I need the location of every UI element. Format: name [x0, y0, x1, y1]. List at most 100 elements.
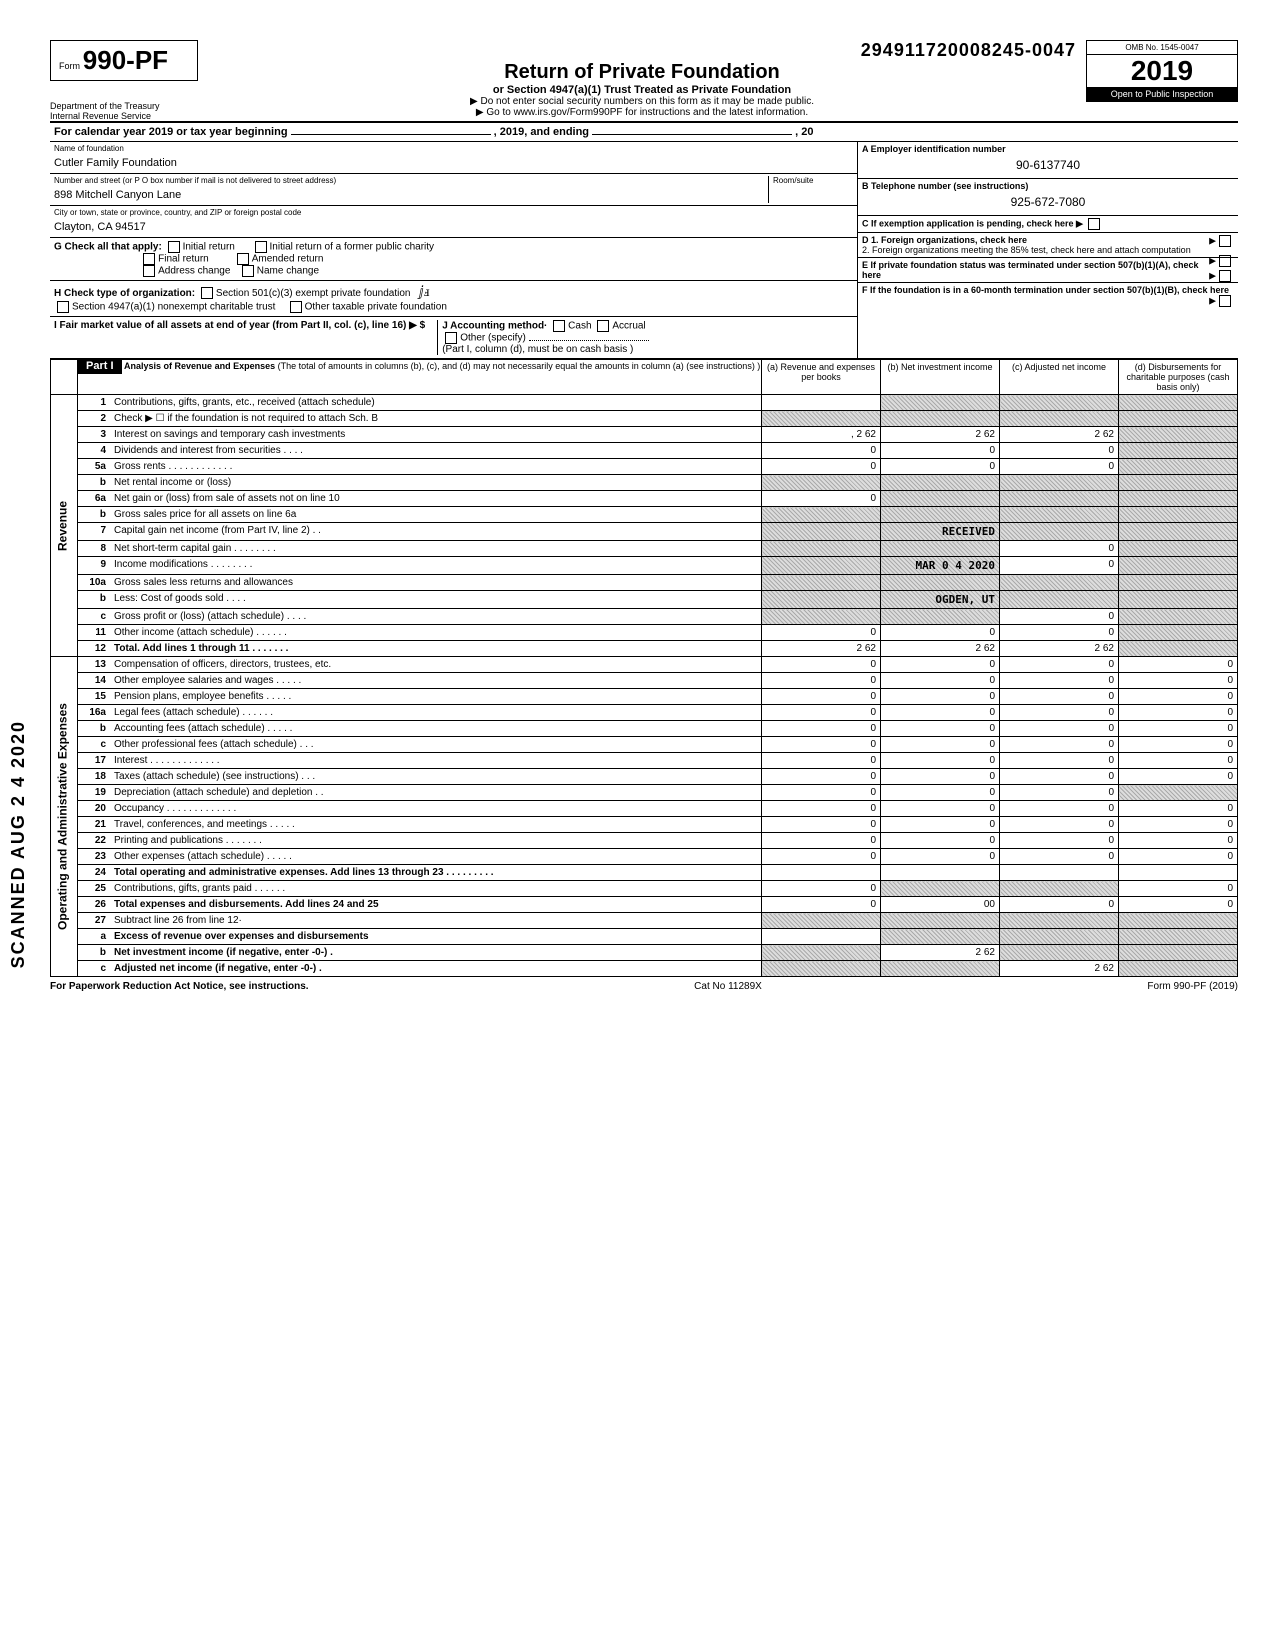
d2-label: 2. Foreign organizations meeting the 85%… — [862, 245, 1191, 255]
part1-title-note: (The total of amounts in columns (b), (c… — [278, 361, 761, 371]
line-number: 7 — [78, 523, 111, 541]
line-number: b — [78, 507, 111, 523]
h-501c3-checkbox[interactable] — [201, 287, 213, 299]
amount-cell — [1119, 625, 1238, 641]
c-checkbox[interactable] — [1088, 218, 1100, 230]
amount-cell — [1119, 557, 1238, 575]
amount-cell: 0 — [1000, 849, 1119, 865]
phone: 925-672-7080 — [862, 191, 1234, 213]
line-number: 21 — [78, 817, 111, 833]
amount-cell: 0 — [1119, 769, 1238, 785]
amount-cell: 0 — [762, 769, 881, 785]
h-opt2: Section 4947(a)(1) nonexempt charitable … — [72, 302, 275, 313]
city-label: City or town, state or province, country… — [54, 208, 853, 217]
amended-return-checkbox[interactable] — [237, 253, 249, 265]
initial-return-checkbox[interactable] — [168, 241, 180, 253]
amount-cell: 0 — [762, 833, 881, 849]
form-warn: ▶ Do not enter social security numbers o… — [208, 96, 1076, 107]
amount-cell — [1000, 475, 1119, 491]
line-number: b — [78, 945, 111, 961]
table-row: 27Subtract line 26 from line 12· — [51, 913, 1238, 929]
amount-cell: 0 — [881, 459, 1000, 475]
accrual-checkbox[interactable] — [597, 320, 609, 332]
table-row: bGross sales price for all assets on lin… — [51, 507, 1238, 523]
form-title: Return of Private Foundation — [208, 61, 1076, 84]
amount-cell — [1000, 945, 1119, 961]
amount-cell — [1119, 427, 1238, 443]
line-number: 3 — [78, 427, 111, 443]
amount-cell — [1119, 523, 1238, 541]
part1-table: Part I Analysis of Revenue and Expenses … — [50, 359, 1238, 977]
amount-cell: 0 — [762, 443, 881, 459]
amount-cell: 2 62 — [762, 641, 881, 657]
amount-cell: 0 — [881, 833, 1000, 849]
final-return-checkbox[interactable] — [143, 253, 155, 265]
amount-cell — [881, 881, 1000, 897]
amount-cell — [762, 575, 881, 591]
amount-cell — [1119, 865, 1238, 881]
d1-checkbox[interactable] — [1219, 235, 1231, 247]
initial-former-checkbox[interactable] — [255, 241, 267, 253]
table-row: bLess: Cost of goods sold . . . .OGDEN, … — [51, 591, 1238, 609]
amount-cell: 0 — [1119, 849, 1238, 865]
amount-cell: 0 — [1000, 737, 1119, 753]
amount-cell: 2 62 — [881, 945, 1000, 961]
amount-cell — [762, 865, 881, 881]
line-number: 10a — [78, 575, 111, 591]
street-address: 898 Mitchell Canyon Lane — [54, 185, 768, 203]
amount-cell: 0 — [1119, 897, 1238, 913]
calyear-mid: , 2019, and ending — [494, 126, 589, 138]
g-final: Final return — [158, 254, 209, 265]
amount-cell: 0 — [1119, 801, 1238, 817]
address-change-checkbox[interactable] — [143, 265, 155, 277]
amount-cell: 0 — [1000, 689, 1119, 705]
amount-cell: 0 — [762, 625, 881, 641]
line-description: Legal fees (attach schedule) . . . . . . — [110, 705, 762, 721]
h-other-checkbox[interactable] — [290, 301, 302, 313]
d2-checkbox[interactable] — [1219, 255, 1231, 267]
form-header: Form 990-PF Department of the Treasury I… — [50, 40, 1238, 123]
e-checkbox[interactable] — [1219, 270, 1231, 282]
g-label: G Check all that apply: — [54, 242, 162, 253]
line-number: 26 — [78, 897, 111, 913]
amount-cell: 0 — [762, 705, 881, 721]
amount-cell — [881, 961, 1000, 977]
name-change-checkbox[interactable] — [242, 265, 254, 277]
amount-cell: 0 — [881, 443, 1000, 459]
amount-cell: 0 — [762, 673, 881, 689]
amount-cell — [1119, 591, 1238, 609]
amount-cell: 0 — [762, 737, 881, 753]
form-goto: ▶ Go to www.irs.gov/Form990PF for instru… — [208, 107, 1076, 118]
amount-cell: , 2 62 — [762, 427, 881, 443]
line-number: b — [78, 591, 111, 609]
cash-checkbox[interactable] — [553, 320, 565, 332]
table-row: Operating and Administrative Expenses13C… — [51, 657, 1238, 673]
footer-left: For Paperwork Reduction Act Notice, see … — [50, 981, 309, 992]
amount-cell: 0 — [1000, 769, 1119, 785]
amount-cell: 0 — [881, 785, 1000, 801]
table-row: 21Travel, conferences, and meetings . . … — [51, 817, 1238, 833]
amount-cell: 0 — [881, 689, 1000, 705]
amount-cell — [1000, 395, 1119, 411]
j-cash: Cash — [568, 321, 591, 332]
room-label: Room/suite — [773, 176, 853, 185]
j-label: J Accounting method· — [442, 321, 547, 332]
table-row: 9Income modifications . . . . . . . .MAR… — [51, 557, 1238, 575]
part1-label: Part I — [78, 358, 122, 374]
amount-cell: 0 — [1000, 785, 1119, 801]
other-method-checkbox[interactable] — [445, 332, 457, 344]
f-checkbox[interactable] — [1219, 295, 1231, 307]
line-description: Capital gain net income (from Part IV, l… — [110, 523, 762, 541]
line-number: 25 — [78, 881, 111, 897]
line-number: 20 — [78, 801, 111, 817]
h-4947-checkbox[interactable] — [57, 301, 69, 313]
table-row: 22Printing and publications . . . . . . … — [51, 833, 1238, 849]
table-row: 6aNet gain or (loss) from sale of assets… — [51, 491, 1238, 507]
line-description: Contributions, gifts, grants, etc., rece… — [110, 395, 762, 411]
amount-cell — [1119, 541, 1238, 557]
amount-cell — [762, 961, 881, 977]
line-number: 12 — [78, 641, 111, 657]
amount-cell: 0 — [762, 785, 881, 801]
e-label: E If private foundation status was termi… — [862, 260, 1199, 280]
table-row: Revenue1Contributions, gifts, grants, et… — [51, 395, 1238, 411]
